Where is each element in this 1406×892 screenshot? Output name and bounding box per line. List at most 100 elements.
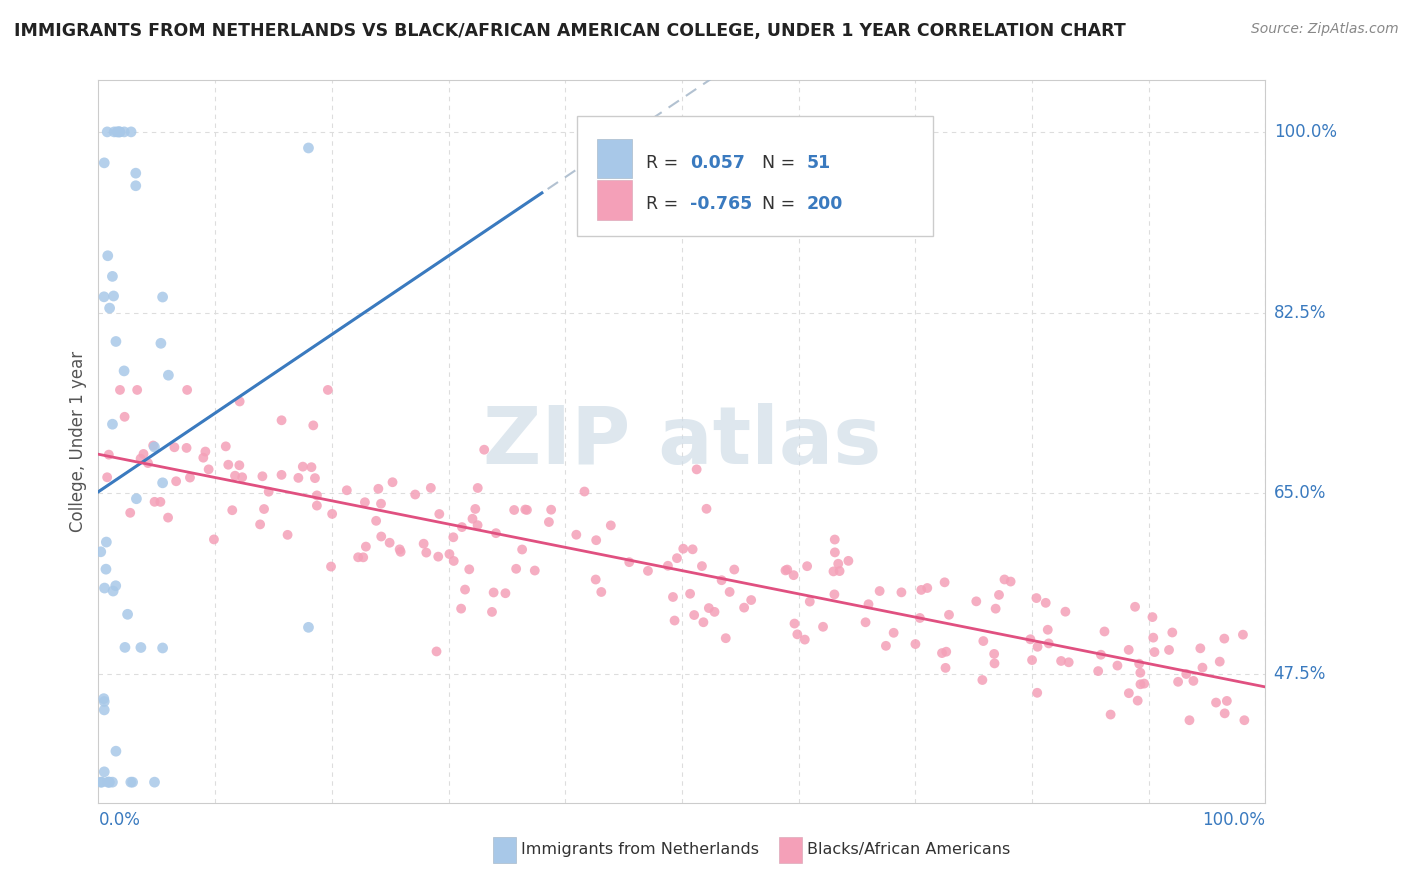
Point <box>93 581 115 595</box>
Point <box>695 501 717 516</box>
Point <box>98 775 121 789</box>
Point <box>585 533 607 548</box>
Point <box>316 383 339 397</box>
Point <box>125 178 148 193</box>
Point <box>458 562 481 576</box>
Point <box>101 417 124 432</box>
Point <box>1157 643 1180 657</box>
Point <box>142 438 165 452</box>
Text: 47.5%: 47.5% <box>1274 665 1326 682</box>
Point <box>152 640 174 655</box>
Point <box>540 502 562 516</box>
Point <box>93 290 115 304</box>
Point <box>665 551 688 566</box>
Point <box>988 588 1011 602</box>
Point <box>321 507 343 521</box>
Point <box>827 557 849 571</box>
Point <box>811 620 834 634</box>
Point <box>149 336 172 351</box>
Point <box>112 125 135 139</box>
Point <box>1142 631 1164 645</box>
Point <box>388 542 411 557</box>
Point <box>389 545 412 559</box>
Point <box>443 554 465 568</box>
Point <box>143 495 166 509</box>
Point <box>672 541 695 556</box>
Point <box>972 634 994 648</box>
Text: 65.0%: 65.0% <box>1274 484 1326 502</box>
Point <box>1232 628 1254 642</box>
Point <box>585 573 607 587</box>
Point <box>783 616 806 631</box>
Point <box>1090 648 1112 662</box>
Point <box>799 594 821 608</box>
Point <box>96 470 118 484</box>
Point <box>718 585 741 599</box>
Point <box>983 647 1005 661</box>
Point <box>1038 636 1060 650</box>
Point <box>304 471 326 485</box>
Point <box>824 533 846 547</box>
Text: N =: N = <box>762 153 801 171</box>
Point <box>875 639 897 653</box>
Point <box>1182 673 1205 688</box>
Point <box>176 383 198 397</box>
Point <box>165 475 187 489</box>
Point <box>93 703 115 717</box>
Point <box>94 562 117 576</box>
Point <box>194 444 217 458</box>
Point <box>366 514 388 528</box>
Point <box>823 565 845 579</box>
Point <box>270 413 292 427</box>
Point <box>101 584 124 599</box>
Point <box>1209 655 1232 669</box>
Point <box>96 125 118 139</box>
Point <box>972 673 994 687</box>
Point <box>485 526 508 541</box>
Point <box>824 545 846 559</box>
Point <box>482 585 505 599</box>
Point <box>105 125 128 139</box>
Point <box>179 470 201 484</box>
Point <box>103 289 125 303</box>
Point <box>108 125 131 139</box>
Point <box>103 125 125 139</box>
Point <box>136 456 159 470</box>
Point <box>1026 640 1049 654</box>
Point <box>461 512 484 526</box>
Point <box>202 533 225 547</box>
Point <box>370 497 392 511</box>
Point <box>193 450 215 465</box>
Point <box>657 558 679 573</box>
Point <box>685 462 707 476</box>
Text: R =: R = <box>645 153 683 171</box>
Point <box>157 368 180 383</box>
Point <box>129 640 152 655</box>
Point <box>1128 657 1150 671</box>
Point <box>143 775 166 789</box>
Point <box>1087 664 1109 678</box>
Point <box>427 549 450 564</box>
Point <box>97 448 120 462</box>
Point <box>291 459 314 474</box>
Point <box>112 364 135 378</box>
Point <box>793 632 815 647</box>
Point <box>302 418 325 433</box>
Point <box>352 550 374 565</box>
Text: 0.057: 0.057 <box>690 153 745 171</box>
Point <box>510 542 533 557</box>
Point <box>516 503 538 517</box>
Point <box>1129 677 1152 691</box>
Text: 100.0%: 100.0% <box>1202 811 1265 829</box>
FancyBboxPatch shape <box>576 116 932 235</box>
Point <box>114 409 136 424</box>
Point <box>378 535 401 549</box>
Bar <box>779 838 801 863</box>
Point <box>1213 706 1236 721</box>
Point <box>217 458 239 472</box>
Point <box>93 694 115 708</box>
Point <box>114 640 136 655</box>
Point <box>120 506 142 520</box>
Point <box>354 540 377 554</box>
Point <box>370 529 392 543</box>
